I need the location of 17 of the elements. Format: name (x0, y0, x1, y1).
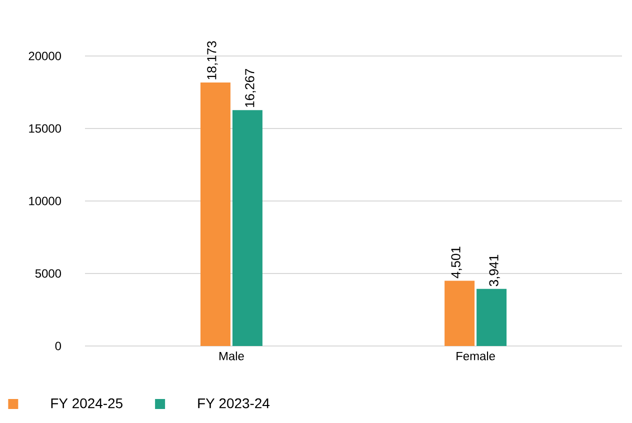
data-label: 18,173 (207, 41, 218, 80)
y-tick-label: 15000 (29, 124, 62, 133)
y-tick-label: 10000 (29, 196, 62, 206)
bar (232, 110, 262, 346)
legend-label: FY 2024-25 (51, 398, 122, 408)
bar (200, 82, 230, 346)
y-tick-label: 20000 (28, 52, 62, 60)
data-label: 3,941 (489, 254, 500, 286)
data-label: 16,267 (245, 68, 256, 107)
x-tick-label: Female (456, 352, 495, 360)
bar (476, 288, 507, 346)
legend-label: FY 2023-24 (198, 398, 270, 408)
y-tick-label: 5000 (35, 269, 62, 278)
data-label: 4,501 (451, 246, 462, 278)
y-tick-label: 0 (55, 342, 62, 350)
x-tick-label: Male (219, 352, 244, 360)
bar (444, 280, 475, 346)
